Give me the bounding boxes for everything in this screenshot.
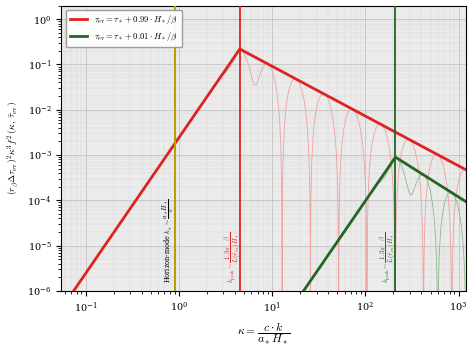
$\tau_{\rm ev} = \tau_* + 0.01 \cdot H_*/\beta$ xyxy=(358,205,364,209)
$\tau_{\rm ev} = \tau_* + 0.01 \cdot H_*/\beta$ xyxy=(316,267,321,271)
Line: $\tau_{\rm ev} = \tau_* + 0.99 \cdot H_*/\beta$: $\tau_{\rm ev} = \tau_* + 0.99 \cdot H_*… xyxy=(61,49,466,309)
Legend: $\tau_{\rm ev} = \tau_* + 0.99 \cdot H_*/\beta$, $\tau_{\rm ev} = \tau_* + 0.01 : $\tau_{\rm ev} = \tau_* + 0.99 \cdot H_*… xyxy=(65,10,182,47)
$\tau_{\rm ev} = \tau_* + 0.99 \cdot H_*/\beta$ xyxy=(79,277,84,281)
$\tau_{\rm ev} = \tau_* + 0.99 \cdot H_*/\beta$ xyxy=(358,112,364,116)
Y-axis label: $(r_\beta \Delta\tau_{\rm ev})^2 \kappa^3 f^2\,(\kappa,\,\bar{\tau}_{\rm ev})$: $(r_\beta \Delta\tau_{\rm ev})^2 \kappa^… xyxy=(6,101,22,195)
Text: $k_{\rm peak} \sim \dfrac{1.3\pi}{L(\bar{\tau}_{\rm ev})} \dfrac{\beta}{H_*}$: $k_{\rm peak} \sim \dfrac{1.3\pi}{L(\bar… xyxy=(223,232,243,283)
$\tau_{\rm ev} = \tau_* + 0.01 \cdot H_*/\beta$ xyxy=(380,173,386,177)
$\tau_{\rm ev} = \tau_* + 0.99 \cdot H_*/\beta$ xyxy=(463,168,469,172)
$\tau_{\rm ev} = \tau_* + 0.01 \cdot H_*/\beta$ xyxy=(463,199,469,204)
$\tau_{\rm ev} = \tau_* + 0.99 \cdot H_*/\beta$ xyxy=(380,123,386,127)
$\tau_{\rm ev} = \tau_* + 0.99 \cdot H_*/\beta$ xyxy=(205,93,210,97)
Text: $k_{\rm peak} \sim \dfrac{1.3\pi}{L(\bar{\tau}_{\rm ev})} \dfrac{\beta}{H_*}$: $k_{\rm peak} \sim \dfrac{1.3\pi}{L(\bar… xyxy=(378,232,398,283)
$\tau_{\rm ev} = \tau_* + 0.01 \cdot H_*/\beta$ xyxy=(298,293,304,297)
$\tau_{\rm ev} = \tau_* + 0.99 \cdot H_*/\beta$ xyxy=(58,307,64,311)
Line: $\tau_{\rm ev} = \tau_* + 0.01 \cdot H_*/\beta$: $\tau_{\rm ev} = \tau_* + 0.01 \cdot H_*… xyxy=(61,157,466,353)
$\tau_{\rm ev} = \tau_* + 0.99 \cdot H_*/\beta$ xyxy=(298,79,304,84)
$\tau_{\rm ev} = \tau_* + 0.01 \cdot H_*/\beta$ xyxy=(392,155,398,159)
Text: Horizon-mode $k_* \sim \dfrac{a_* H_*}{c}$: Horizon-mode $k_* \sim \dfrac{a_* H_*}{c… xyxy=(161,198,176,283)
$\tau_{\rm ev} = \tau_* + 0.99 \cdot H_*/\beta$ xyxy=(316,89,321,93)
X-axis label: $\kappa = \dfrac{c \cdot k}{a_* H_*}$: $\kappa = \dfrac{c \cdot k}{a_* H_*}$ xyxy=(237,321,291,347)
$\tau_{\rm ev} = \tau_* + 0.99 \cdot H_*/\beta$ xyxy=(237,47,243,51)
